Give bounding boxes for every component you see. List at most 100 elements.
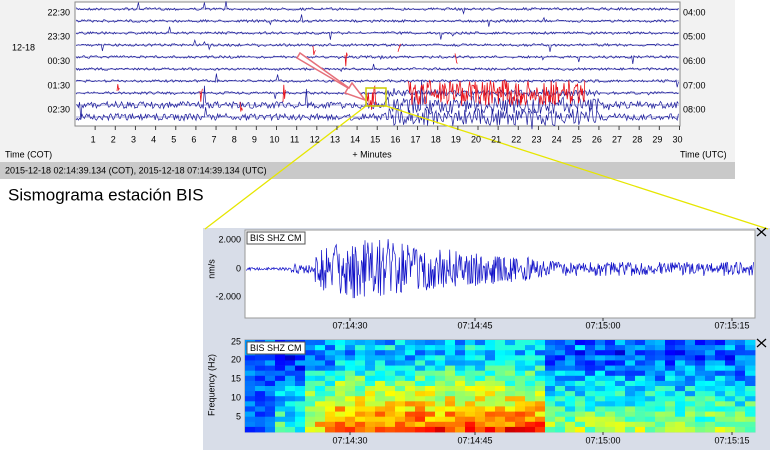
spectrogram-cell: [395, 396, 406, 402]
minute-label: 10: [269, 134, 279, 144]
spectrogram-cell: [685, 365, 696, 372]
spectrogram-cell: [665, 345, 676, 351]
spectrogram-cell: [415, 375, 426, 382]
spectrogram-cell: [705, 421, 716, 428]
spectrogram-cell: [595, 406, 606, 412]
spectrogram-cell: [305, 401, 316, 407]
spectrogram-cell: [335, 345, 346, 351]
spectrogram-cell: [695, 360, 706, 366]
spectrogram-cell: [575, 396, 586, 402]
spectrogram-cell: [325, 386, 336, 392]
spectrogram-cell: [595, 416, 606, 423]
spectrogram-cell: [545, 365, 556, 372]
spectrogram-cell: [255, 370, 266, 377]
spectrogram-cell: [485, 350, 496, 356]
spectrogram-cell: [345, 380, 356, 387]
spectrogram-cell: [695, 380, 706, 387]
spectrogram-cell: [315, 411, 326, 418]
spectrogram-cell: [505, 375, 516, 382]
spectrogram-cell: [605, 365, 616, 372]
spectrogram-cell: [655, 406, 666, 412]
spectrogram-cell: [715, 365, 726, 372]
spectrogram-cell: [265, 411, 276, 418]
spectrogram-cell: [625, 426, 636, 433]
spectrogram-cell: [585, 426, 596, 433]
spectrogram-cell: [725, 421, 736, 428]
event-trace: [239, 101, 243, 112]
spectrogram-cell: [605, 370, 616, 377]
spectrogram-cell: [695, 391, 706, 397]
spectrogram-cell: [355, 386, 366, 392]
spectrogram-cell: [625, 365, 636, 372]
spectrogram-cell: [735, 391, 746, 397]
spectrogram-cell: [355, 421, 366, 428]
spectrogram-cell: [375, 380, 386, 387]
spectrogram-cell: [545, 375, 556, 382]
close-icons[interactable]: [756, 227, 767, 348]
station-label: BIS SHZ CM: [250, 233, 302, 243]
spectrogram-cell: [655, 426, 666, 433]
spectrogram-cell: [375, 421, 386, 428]
spectrogram-cell: [675, 396, 686, 402]
spectrogram-cell: [405, 350, 416, 356]
spectrogram-cell: [455, 355, 466, 361]
spectrogram-cell: [715, 350, 726, 356]
spectrogram-cell: [745, 360, 756, 366]
spectrogram-cell: [245, 421, 256, 428]
x-label: Time (COT): [5, 149, 52, 159]
spectrogram-cell: [375, 370, 386, 377]
y-tick-label: 15: [231, 373, 241, 383]
spectrogram-cell: [745, 391, 756, 397]
spectrogram-cell: [465, 401, 476, 407]
spectrogram-cell: [355, 350, 366, 356]
spectrogram-cell: [335, 375, 346, 382]
spectrogram-cell: [695, 340, 706, 346]
spectrogram-cell: [625, 396, 636, 402]
spectrogram-cell: [675, 401, 686, 407]
spectrogram-cell: [315, 386, 326, 392]
spectrogram-cell: [515, 386, 526, 392]
spectrogram-cell: [735, 426, 746, 433]
spectrogram-cell: [695, 396, 706, 402]
y-axis-label: Frequency (Hz): [206, 354, 216, 416]
spectrogram-cell: [575, 380, 586, 387]
event-trace: [344, 52, 348, 67]
spectrogram-cell: [725, 386, 736, 392]
minute-label: 28: [632, 134, 642, 144]
spectrogram-cell: [665, 426, 676, 433]
spectrogram-cell: [385, 406, 396, 412]
spectrogram-cell: [645, 426, 656, 433]
spectrogram-cell: [465, 345, 476, 351]
spectrogram-cell: [435, 365, 446, 372]
spectrogram-cell: [725, 350, 736, 356]
spectrogram-cell: [365, 375, 376, 382]
spectrogram-cell: [735, 406, 746, 412]
spectrogram-cell: [435, 426, 446, 433]
spectrogram-cell: [395, 340, 406, 346]
spectrogram-cell: [645, 386, 656, 392]
spectrogram-cell: [525, 375, 536, 382]
spectrogram-cell: [295, 370, 306, 377]
spectrogram-cell: [365, 396, 376, 402]
x-label: Time (UTC): [680, 149, 727, 159]
spectrogram-cell: [715, 375, 726, 382]
spectrogram-cell: [525, 380, 536, 387]
event-trace: [365, 84, 377, 110]
spectrogram-cell: [275, 375, 286, 382]
spectrogram-cell: [745, 355, 756, 361]
spectrogram-cell: [365, 421, 376, 428]
spectrogram-cell: [395, 355, 406, 361]
spectrogram-cell: [685, 421, 696, 428]
spectrogram-cell: [715, 345, 726, 351]
spectrogram-cell: [525, 345, 536, 351]
minute-label: 2: [111, 134, 116, 144]
spectrogram-cell: [615, 386, 626, 392]
spectrogram-cell: [495, 411, 506, 418]
spectrogram-cell: [405, 365, 416, 372]
spectrogram-cell: [715, 355, 726, 361]
spectrogram-cell: [745, 386, 756, 392]
spectrogram-cell: [465, 386, 476, 392]
spectrogram-cell: [545, 350, 556, 356]
trace: [75, 73, 679, 88]
minute-label: 5: [171, 134, 176, 144]
